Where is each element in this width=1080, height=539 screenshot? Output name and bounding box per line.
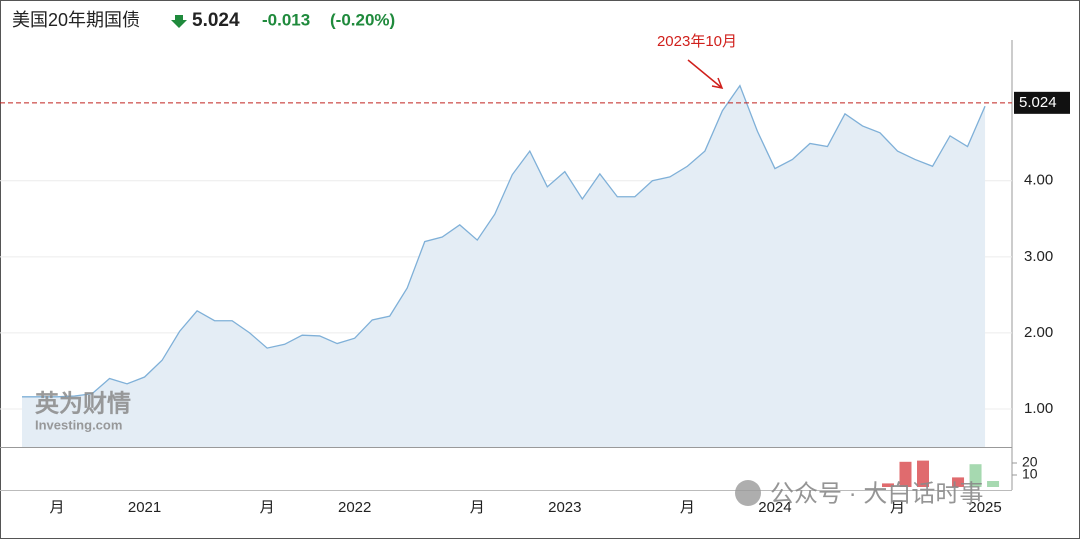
price-tag-label: 5.024 (1019, 94, 1057, 111)
wechat-icon (735, 480, 761, 506)
price-tag (1014, 91, 1070, 114)
volume-bar (917, 460, 930, 487)
y-tick-label: 2.00 (1024, 324, 1053, 341)
change-pct: (-0.20%) (330, 10, 395, 29)
annotation-arrow (687, 59, 724, 90)
x-tick-label: 2021 (128, 499, 161, 516)
line (22, 84, 986, 398)
watermark: Investing.com (35, 417, 122, 432)
x-tick-label: 2023 (548, 499, 581, 516)
x-tick-label: 月 (890, 499, 905, 516)
price: 5.024 (192, 10, 240, 31)
watermark: 英为财情 (35, 390, 131, 417)
x-tick-label: 月 (470, 499, 485, 516)
y-tick-label: 1.00 (1024, 400, 1053, 417)
volume-bar (899, 461, 912, 487)
annotation: 2023年10月 (657, 33, 737, 50)
volume-bar (952, 477, 965, 487)
x-tick-label: 月 (680, 499, 695, 516)
volume-bar (987, 481, 1000, 487)
y-tick-label: 3.00 (1024, 248, 1053, 265)
watermark: 公众号 · 大白话时事 (770, 480, 983, 507)
x-tick-label: 月 (260, 499, 275, 516)
x-tick-label: 2025 (968, 499, 1001, 516)
volume-bar (969, 464, 982, 487)
down-arrow (171, 15, 187, 28)
y-tick-label: 4.00 (1024, 172, 1053, 189)
title: 美国20年期国债 (12, 10, 140, 30)
x-tick-label: 月 (50, 499, 65, 516)
area (22, 85, 986, 447)
volume-bar (881, 483, 894, 487)
x-tick-label: 2022 (338, 499, 371, 516)
x-tick-label: 2024 (758, 499, 791, 516)
volume-tick-label: 20 (1022, 454, 1038, 470)
volume-tick-label: 10 (1022, 466, 1038, 482)
change: -0.013 (262, 10, 310, 29)
